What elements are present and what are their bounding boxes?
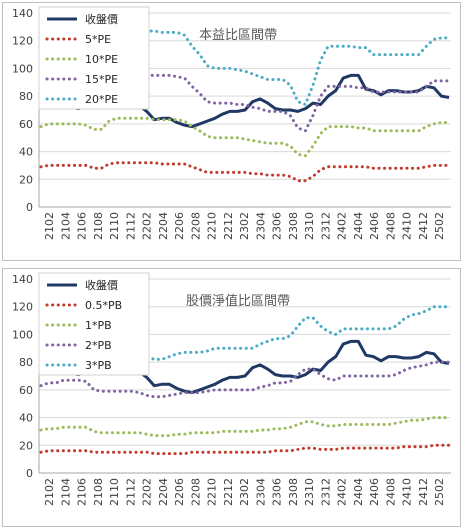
pe-chart-x-tick-label: 2110 bbox=[108, 212, 121, 240]
pb-chart-x-tick-label: 2106 bbox=[76, 478, 89, 506]
pe-chart-x-tick-label: 2406 bbox=[368, 212, 381, 240]
pe-band-chart-panel: 0 20 40 60 80 100 120 140 2102 2104 2106 2108 2110 21… bbox=[2, 2, 461, 261]
pe-chart-x-tick-label: 2202 bbox=[141, 212, 154, 240]
pb-chart-x-tick-label: 2312 bbox=[319, 478, 332, 506]
pe-chart-legend-label: 5*PE bbox=[85, 33, 111, 46]
pb-chart-series-line bbox=[39, 360, 451, 399]
pb-chart-y-tick-label: 120 bbox=[12, 301, 33, 314]
pe-chart-y-tick-label: 60 bbox=[19, 118, 33, 131]
pb-chart-x-tick-label: 2204 bbox=[157, 478, 170, 506]
pe-chart-y-tick-label: 120 bbox=[12, 35, 33, 48]
pe-chart-legend-label: 收盤價 bbox=[85, 12, 118, 26]
pb-chart-y-tick-label: 60 bbox=[19, 384, 33, 397]
pb-chart-x-tick-label: 2410 bbox=[401, 478, 414, 506]
pe-chart-x-tick-label: 2302 bbox=[238, 212, 251, 240]
pb-chart-legend-label: 1*PB bbox=[85, 319, 112, 332]
pb-band-chart-panel: 0 20 40 60 80 100 120 140 2102 2104 2106 2108 2110 21… bbox=[2, 268, 461, 527]
pe-chart-y-tick-label: 20 bbox=[19, 173, 33, 186]
pe-chart-x-tick-label: 2106 bbox=[76, 212, 89, 240]
pe-chart-x-tick-label: 2206 bbox=[173, 212, 186, 240]
pb-chart-series-line bbox=[39, 443, 451, 456]
pb-chart-x-tick-label: 2108 bbox=[92, 478, 105, 506]
pe-chart-y-tick-label: 140 bbox=[12, 7, 33, 20]
pe-band-chart: 0 20 40 60 80 100 120 140 2102 2104 2106 2108 2110 21… bbox=[12, 6, 451, 240]
pe-chart-x-tick-label: 2308 bbox=[287, 212, 300, 240]
pe-chart-x-tick-label: 2104 bbox=[59, 212, 72, 240]
pb-chart-x-tick-label: 2206 bbox=[173, 478, 186, 506]
pb-chart-x-tick-label: 2412 bbox=[417, 478, 430, 506]
pb-chart-x-tick-label: 2102 bbox=[43, 478, 56, 506]
pb-chart-x-tick-label: 2110 bbox=[108, 478, 121, 506]
pb-chart-x-tick-label: 2304 bbox=[254, 478, 267, 506]
pb-chart-y-tick-label: 40 bbox=[19, 412, 33, 425]
pb-chart-legend-label: 0.5*PB bbox=[85, 299, 122, 312]
pb-chart-x-tick-label: 2502 bbox=[433, 478, 446, 506]
pe-chart-x-tick-label: 2312 bbox=[319, 212, 332, 240]
pb-chart-x-tick-label: 2112 bbox=[124, 478, 137, 506]
pe-chart-x-tick-label: 2412 bbox=[417, 212, 430, 240]
pe-chart-x-tick-label: 2502 bbox=[433, 212, 446, 240]
pb-chart-x-tick-label: 2302 bbox=[238, 478, 251, 506]
pb-chart-legend-label: 3*PB bbox=[85, 359, 112, 372]
pb-chart-title: 股價淨值比區間帶 bbox=[186, 293, 290, 309]
pb-chart-y-tick-label: 140 bbox=[12, 273, 33, 286]
pe-chart-x-tick-label: 2212 bbox=[222, 212, 235, 240]
pe-chart-x-tick-label: 2402 bbox=[336, 212, 349, 240]
pe-chart-legend-label: 20*PE bbox=[85, 93, 118, 106]
pb-band-chart: 0 20 40 60 80 100 120 140 2102 2104 2106 2108 2110 21… bbox=[12, 272, 451, 506]
pb-chart-x-tick-label: 2202 bbox=[141, 478, 154, 506]
pb-chart-legend-label: 收盤價 bbox=[85, 278, 118, 292]
pb-chart-x-tick-label: 2104 bbox=[59, 478, 72, 506]
pe-chart-x-tick-label: 2210 bbox=[206, 212, 219, 240]
pe-chart-y-tick-label: 100 bbox=[12, 62, 33, 75]
pe-chart-legend-label: 15*PE bbox=[85, 73, 118, 86]
pe-chart-series-line bbox=[39, 161, 451, 183]
pb-chart-x-tick-label: 2404 bbox=[352, 478, 365, 506]
pb-chart-x-tick-label: 2406 bbox=[368, 478, 381, 506]
pb-chart-x-tick-label: 2308 bbox=[287, 478, 300, 506]
pb-chart-series-line bbox=[39, 416, 451, 438]
pe-chart-legend-label: 10*PE bbox=[85, 53, 118, 66]
pe-chart-x-tick-label: 2306 bbox=[271, 212, 284, 240]
pe-chart-x-tick-label: 2102 bbox=[43, 212, 56, 240]
pb-chart-x-tick-label: 2208 bbox=[189, 478, 202, 506]
pe-chart-x-tick-label: 2112 bbox=[124, 212, 137, 240]
pb-chart-x-tick-label: 2210 bbox=[206, 478, 219, 506]
pb-chart-y-tick-label: 0 bbox=[26, 467, 33, 480]
pb-chart-x-tick-label: 2310 bbox=[303, 478, 316, 506]
pb-chart-y-tick-label: 80 bbox=[19, 356, 33, 369]
pe-chart-y-tick-label: 40 bbox=[19, 146, 33, 159]
pe-chart-title: 本益比區間帶 bbox=[199, 28, 277, 43]
pe-chart-x-tick-label: 2108 bbox=[92, 212, 105, 240]
pe-chart-series-line bbox=[39, 116, 451, 158]
pe-chart-x-tick-label: 2310 bbox=[303, 212, 316, 240]
pb-chart-x-tick-label: 2402 bbox=[336, 478, 349, 506]
pe-chart-x-tick-label: 2208 bbox=[189, 212, 202, 240]
pe-chart-x-tick-label: 2404 bbox=[352, 212, 365, 240]
pb-chart-y-tick-label: 20 bbox=[19, 439, 33, 452]
pb-chart-y-tick-label: 100 bbox=[12, 328, 33, 341]
pb-chart-x-tick-label: 2408 bbox=[384, 478, 397, 506]
pe-chart-y-tick-label: 80 bbox=[19, 90, 33, 103]
pb-chart-legend-label: 2*PB bbox=[85, 339, 112, 352]
pe-chart-x-tick-label: 2410 bbox=[401, 212, 414, 240]
pb-chart-x-tick-label: 2306 bbox=[271, 478, 284, 506]
pe-chart-y-tick-label: 0 bbox=[26, 201, 33, 214]
pe-chart-x-tick-label: 2204 bbox=[157, 212, 170, 240]
pe-chart-x-tick-label: 2408 bbox=[384, 212, 397, 240]
pb-chart-x-tick-label: 2212 bbox=[222, 478, 235, 506]
pe-chart-x-tick-label: 2304 bbox=[254, 212, 267, 240]
